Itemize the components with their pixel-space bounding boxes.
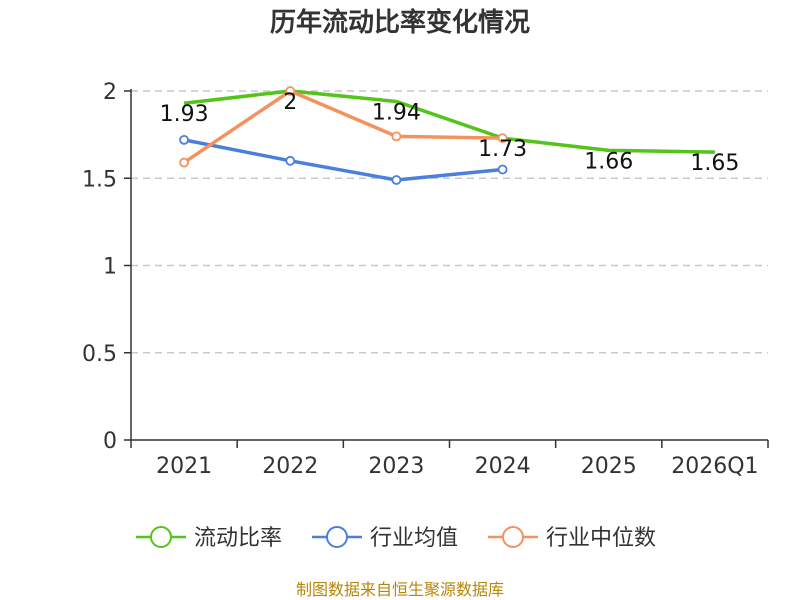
y-tick-label-2: 1 xyxy=(103,255,117,280)
series-1-point-1 xyxy=(285,155,296,166)
data-label-2: 1.94 xyxy=(372,100,421,125)
chart-title: 历年流动比率变化情况 xyxy=(270,7,530,38)
series-2-point-3 xyxy=(497,133,508,144)
legend-label-1: 行业均值 xyxy=(370,526,458,551)
data-labels: 1.93 2 1.94 1.73 1.66 1.65 xyxy=(160,90,740,176)
x-tick-label-5: 2026Q1 xyxy=(671,454,758,479)
x-tick-label-2: 2023 xyxy=(368,454,424,479)
x-tick-label-0: 2021 xyxy=(156,454,212,479)
x-tick-label-1: 2022 xyxy=(262,454,318,479)
data-label-4: 1.66 xyxy=(584,149,633,174)
data-label-3: 1.73 xyxy=(478,137,527,162)
series-line-2 xyxy=(183,89,503,164)
series-2-point-2 xyxy=(391,131,402,142)
source-note: 制图数据来自恒生聚源数据库 xyxy=(296,580,504,599)
x-tick-label-4: 2025 xyxy=(581,454,637,479)
legend: 流动比率 行业均值 行业中位数 xyxy=(136,526,656,551)
legend-marker-0 xyxy=(150,526,172,548)
series-1-point-3 xyxy=(497,164,508,175)
legend-label-0: 流动比率 xyxy=(194,526,282,551)
series-line-1 xyxy=(183,138,503,182)
y-tick-label-1: 0.5 xyxy=(82,342,117,367)
grid-lines xyxy=(131,90,768,354)
axes: 0 0.5 1 1.5 2 2021 2022 2023 2024 2025 2026Q1 xyxy=(82,80,769,479)
series-layer xyxy=(179,86,715,185)
legend-label-2: 行业中位数 xyxy=(546,526,656,551)
legend-marker-1 xyxy=(326,526,348,548)
y-tick-label-3: 1.5 xyxy=(82,167,117,192)
x-tick-label-3: 2024 xyxy=(475,454,531,479)
legend-marker-2 xyxy=(502,526,524,548)
data-label-5: 1.65 xyxy=(690,151,739,176)
data-label-0: 1.93 xyxy=(160,102,209,127)
data-label-1: 2 xyxy=(283,90,297,115)
series-1-point-0 xyxy=(179,134,189,145)
series-1-point-2 xyxy=(391,175,402,185)
y-tick-label-4: 2 xyxy=(103,80,117,105)
y-tick-label-0: 0 xyxy=(103,429,117,454)
series-2-point-1 xyxy=(285,86,296,96)
series-line-0 xyxy=(183,89,715,154)
series-2-point-0 xyxy=(179,157,189,168)
